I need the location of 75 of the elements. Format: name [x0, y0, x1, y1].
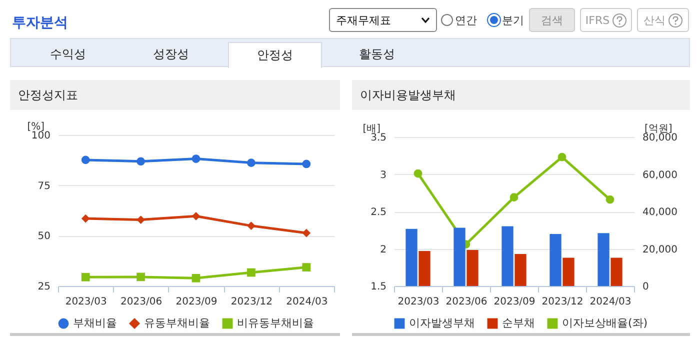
x-tick-label: 2024/03 — [286, 296, 328, 308]
text: 안정성 — [228, 42, 322, 68]
legend-label: 비유동부채비율 — [237, 316, 314, 330]
text: 주재무제표 — [329, 8, 437, 32]
text: 분기 — [501, 12, 524, 28]
point — [247, 158, 256, 167]
point — [302, 160, 311, 168]
y-axis-title: [%] — [27, 122, 45, 132]
bar — [466, 250, 478, 286]
text: 검색 — [529, 8, 575, 32]
y-tick-label: 50 — [38, 231, 50, 242]
y2-tick-label: 40,000 — [642, 207, 678, 218]
point — [81, 214, 90, 223]
point — [81, 272, 90, 282]
y-tick-label: 3.5 — [370, 132, 386, 144]
legend-label: 부채비율 — [73, 316, 117, 330]
x-tick-label: 2023/03 — [398, 296, 440, 308]
point — [558, 152, 566, 162]
point — [136, 157, 145, 166]
bar — [406, 228, 418, 286]
x-tick-label: 2023/12 — [542, 296, 584, 308]
bar — [610, 258, 622, 286]
y2-axis-title: [억원] — [644, 124, 672, 134]
text: 연간 — [454, 12, 477, 28]
legend-label: 이자발생부채 — [409, 316, 475, 330]
y2-tick-label: 20,000 — [642, 244, 678, 256]
point — [414, 169, 422, 178]
y2-tick-label: 0 — [642, 282, 649, 292]
y-tick-label: 3 — [380, 170, 386, 181]
y2-tick-label: 60,000 — [642, 170, 678, 181]
bar — [598, 233, 610, 286]
x-tick-label: 2023/12 — [230, 296, 272, 308]
bar — [550, 234, 562, 286]
y-axis-title: [배] — [362, 124, 381, 134]
point — [302, 228, 311, 238]
x-tick-label: 2023/06 — [446, 296, 488, 308]
text: 투자분석 — [12, 14, 68, 32]
y-tick-label: 25 — [38, 282, 50, 292]
point — [192, 274, 200, 282]
point — [302, 263, 311, 272]
point — [192, 212, 200, 220]
text: 수익성 — [49, 46, 87, 63]
bar — [514, 254, 526, 286]
x-tick-label: 2023/06 — [120, 296, 162, 308]
text: 산식 — [637, 8, 689, 32]
point — [136, 272, 145, 282]
y-tick-label: 1.5 — [370, 282, 386, 292]
text: 활동성 — [358, 46, 396, 63]
point — [247, 268, 256, 277]
x-tick-label: 2023/03 — [65, 296, 107, 308]
point — [606, 195, 614, 204]
legend-label: 유동부채비율 — [144, 316, 210, 330]
legend-label: 이자보상배율(좌) — [562, 316, 648, 330]
x-tick-label: 2023/09 — [494, 296, 536, 308]
y-tick-label: 2 — [380, 244, 386, 256]
point — [510, 193, 518, 202]
x-tick-label: 2024/03 — [590, 296, 632, 308]
text: 성장성 — [152, 46, 190, 63]
point — [247, 222, 256, 230]
point — [81, 156, 90, 164]
point — [192, 154, 200, 163]
y2-tick-label: 80,000 — [642, 132, 678, 144]
y-tick-label: 2.5 — [370, 207, 386, 218]
bar — [502, 226, 514, 286]
chart-title: 안정성지표 — [10, 80, 340, 110]
bar — [454, 228, 466, 286]
bar — [562, 258, 574, 286]
x-tick-label: 2023/09 — [176, 296, 218, 308]
bar — [418, 250, 430, 286]
text: IFRS — [580, 8, 632, 32]
point — [136, 216, 145, 224]
y-tick-label: 100 — [31, 130, 50, 142]
legend-label: 순부채 — [502, 316, 535, 330]
chart-title: 이자비용발생부채 — [352, 80, 690, 110]
y-tick-label: 75 — [38, 180, 50, 192]
